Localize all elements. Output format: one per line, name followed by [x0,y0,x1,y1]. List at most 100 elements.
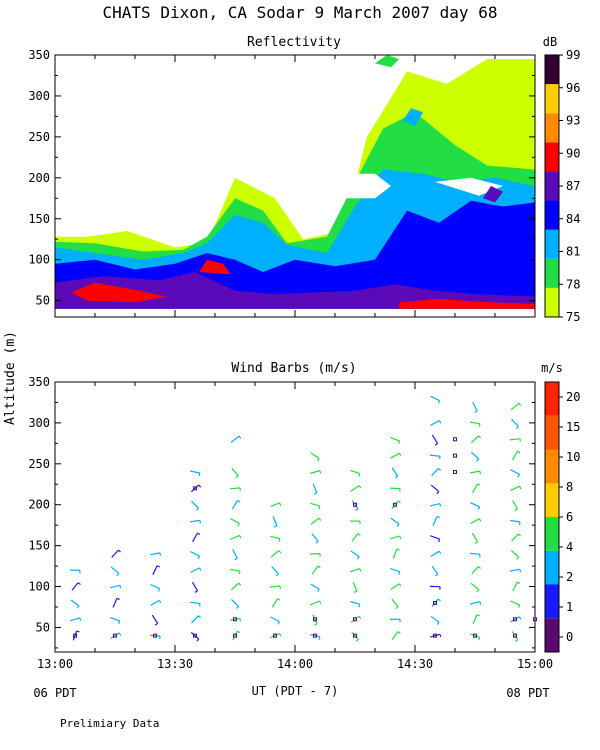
wind-barb-flag [399,535,402,540]
calm-marker [433,633,437,638]
wind-barb-flag [398,571,401,575]
wind-barb [351,533,359,542]
wind-barb-flag [314,623,318,626]
x-tick-label: 14:00 [277,657,313,671]
wind-barb [230,598,240,607]
colorbar-label: 0 [566,630,573,644]
wind-barb-flag [356,556,360,560]
wind-barb-flag [435,573,439,577]
wind-barb-flag [157,588,161,592]
colorbar-swatch [545,584,559,619]
colorbar-label: 75 [566,310,580,324]
wind-barb [309,634,321,638]
wind-barb-flag [477,566,481,569]
colorbar-swatch [545,171,559,201]
wind-barb-flag [238,435,242,439]
wind-barb-flag [79,617,82,621]
wind-barb-flag [278,633,282,637]
wind-barb [350,615,360,623]
wind-barb [509,568,521,572]
wind-barb [390,535,400,540]
wind-barb [472,401,478,412]
wind-barb [430,633,440,638]
wind-barb [110,617,120,622]
wind-barb-flag [394,475,399,479]
wind-barb [70,599,80,607]
wind-barb-flag [116,572,120,577]
wind-barb [269,535,281,540]
wind-barbs-title: Wind Barbs (m/s) [231,361,356,376]
wind-barb-flag [198,567,202,571]
wind-barb [150,599,160,606]
wind-barb-flag [517,604,521,608]
wind-barb [150,584,160,590]
calm-marker [113,633,117,638]
wind-barb [510,485,520,492]
wind-barb [149,552,161,556]
colorbar-swatch [545,382,559,416]
calm-marker [193,486,197,491]
wind-barb-flag [395,606,399,610]
reflectivity-contours [55,55,535,309]
wind-barb-flag [436,515,441,519]
wind-barb [350,469,360,475]
wind-barb-flag [318,636,321,640]
wind-barb [510,616,520,623]
wind-barb-flag [277,621,280,625]
wind-barbs [69,395,537,642]
wind-barb-flag [159,552,162,556]
wind-barb-flag [198,615,202,619]
wind-barbs-colorbar: 0 1 2 4 6 8 10 15 20 [544,381,580,653]
wind-barb-flag [397,631,401,634]
wind-barb [432,516,438,526]
wind-barb [230,534,240,541]
wind-barb [70,617,80,622]
colorbar-swatch [545,618,559,652]
wind-barb-flag [398,583,402,587]
wind-barb [270,632,280,639]
colorbar-swatch [545,229,559,259]
wind-barb-flag [476,614,480,617]
wind-barb-flag [478,518,482,522]
y-tick-label: 150 [28,212,50,226]
wind-barb [429,454,441,457]
reflectivity-pocket-81 [403,108,423,127]
reflectivity-pocket-87 [483,186,503,203]
wind-barb-flag [238,570,241,575]
colorbar-swatch [545,449,559,484]
colorbar-swatch [545,550,559,585]
colorbar-swatch [545,55,559,85]
wind-barb [391,467,399,477]
wind-barb [470,518,480,525]
wind-barb-flag [195,507,199,511]
wind-barb-flag [437,598,441,602]
wind-barb [189,601,201,605]
wind-barb-flag [434,443,438,446]
colorbar-label: 81 [566,245,580,259]
wind-barb [509,438,521,441]
colorbar-swatch [545,200,559,230]
wind-barb [229,487,241,490]
wind-barb-flag [518,616,522,620]
wind-barb-flag [516,556,520,560]
colorbar-label: 20 [566,390,580,404]
wind-barb [469,552,481,555]
wind-barb-flag [438,538,441,543]
wind-barb [311,565,319,575]
wind-barb [512,581,518,592]
wind-barb [190,484,200,493]
wind-barb-flag [353,590,358,593]
wind-barb-flag [197,532,201,536]
wind-barb [472,483,478,494]
wind-barb-flag [476,458,480,462]
reflectivity-gap [435,177,503,196]
wind-barb-flag [277,598,281,601]
wind-barb-flag [474,410,478,413]
wind-barb-flag [278,538,281,542]
wind-barb-flag [398,452,402,456]
wind-barb [310,583,320,590]
wind-barb-flag [237,499,241,503]
wind-barb-flag [358,615,362,619]
calm-marker [353,633,357,638]
